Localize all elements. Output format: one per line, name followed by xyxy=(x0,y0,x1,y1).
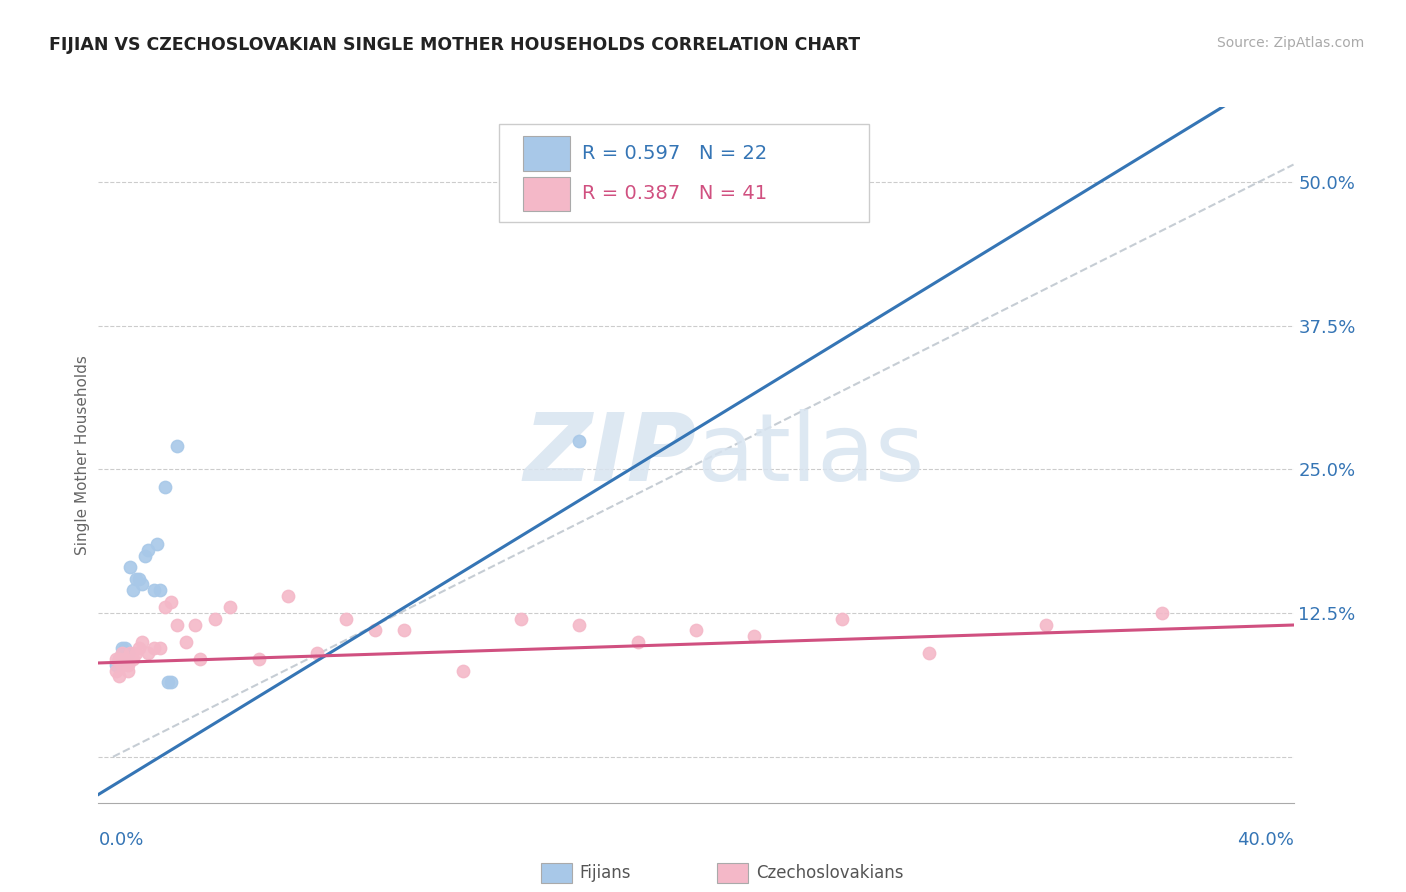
Text: Fijians: Fijians xyxy=(579,864,631,882)
FancyBboxPatch shape xyxy=(523,136,571,170)
Point xyxy=(131,635,153,649)
Point xyxy=(612,175,634,189)
Point xyxy=(117,646,139,660)
Point xyxy=(114,640,136,655)
Point xyxy=(627,635,650,649)
Point xyxy=(190,652,212,666)
Point xyxy=(117,664,139,678)
Point xyxy=(568,617,591,632)
Point xyxy=(108,652,131,666)
Point xyxy=(160,675,183,690)
Text: 0.0%: 0.0% xyxy=(98,830,143,848)
Point xyxy=(277,589,299,603)
Point xyxy=(122,582,145,597)
Point xyxy=(120,646,142,660)
Point xyxy=(149,582,172,597)
Point xyxy=(685,624,707,638)
Text: FIJIAN VS CZECHOSLOVAKIAN SINGLE MOTHER HOUSEHOLDS CORRELATION CHART: FIJIAN VS CZECHOSLOVAKIAN SINGLE MOTHER … xyxy=(49,36,860,54)
Point xyxy=(104,652,127,666)
Point xyxy=(1152,606,1174,620)
Point xyxy=(166,439,188,453)
Text: Source: ZipAtlas.com: Source: ZipAtlas.com xyxy=(1216,36,1364,50)
Point xyxy=(218,600,240,615)
Point xyxy=(305,646,328,660)
Y-axis label: Single Mother Households: Single Mother Households xyxy=(75,355,90,555)
Point xyxy=(204,612,226,626)
Point xyxy=(183,617,205,632)
Point xyxy=(111,657,134,672)
Text: 40.0%: 40.0% xyxy=(1237,830,1294,848)
Text: atlas: atlas xyxy=(696,409,924,501)
Point xyxy=(108,652,131,666)
Text: ZIP: ZIP xyxy=(523,409,696,501)
Point xyxy=(451,664,474,678)
Point xyxy=(155,479,177,493)
Point xyxy=(111,640,134,655)
Point xyxy=(108,669,131,683)
Point xyxy=(394,624,416,638)
Point xyxy=(157,675,180,690)
Point xyxy=(111,646,134,660)
Point xyxy=(128,572,150,586)
Point xyxy=(166,617,188,632)
Point xyxy=(122,652,145,666)
Point xyxy=(136,646,159,660)
Point xyxy=(155,600,177,615)
Text: R = 0.597   N = 22: R = 0.597 N = 22 xyxy=(582,144,768,162)
Point xyxy=(142,582,165,597)
Point xyxy=(335,612,357,626)
Point xyxy=(149,640,172,655)
Point xyxy=(364,624,387,638)
Point xyxy=(742,629,765,643)
Point xyxy=(145,537,167,551)
Point xyxy=(136,542,159,557)
Point xyxy=(831,612,853,626)
Point xyxy=(125,572,148,586)
Point xyxy=(114,652,136,666)
Point xyxy=(120,560,142,574)
Point xyxy=(128,640,150,655)
Point xyxy=(918,646,941,660)
Point xyxy=(104,657,127,672)
Point xyxy=(160,594,183,608)
FancyBboxPatch shape xyxy=(523,177,571,211)
Point xyxy=(111,646,134,660)
Text: Czechoslovakians: Czechoslovakians xyxy=(756,864,904,882)
Point xyxy=(1035,617,1057,632)
Point xyxy=(142,640,165,655)
Point xyxy=(131,577,153,591)
Point xyxy=(568,434,591,448)
Point xyxy=(247,652,270,666)
Point xyxy=(134,549,156,563)
Point xyxy=(125,646,148,660)
FancyBboxPatch shape xyxy=(499,124,869,222)
Point xyxy=(117,657,139,672)
Point xyxy=(174,635,197,649)
Point xyxy=(510,612,533,626)
Text: R = 0.387   N = 41: R = 0.387 N = 41 xyxy=(582,185,768,203)
Point xyxy=(104,664,127,678)
